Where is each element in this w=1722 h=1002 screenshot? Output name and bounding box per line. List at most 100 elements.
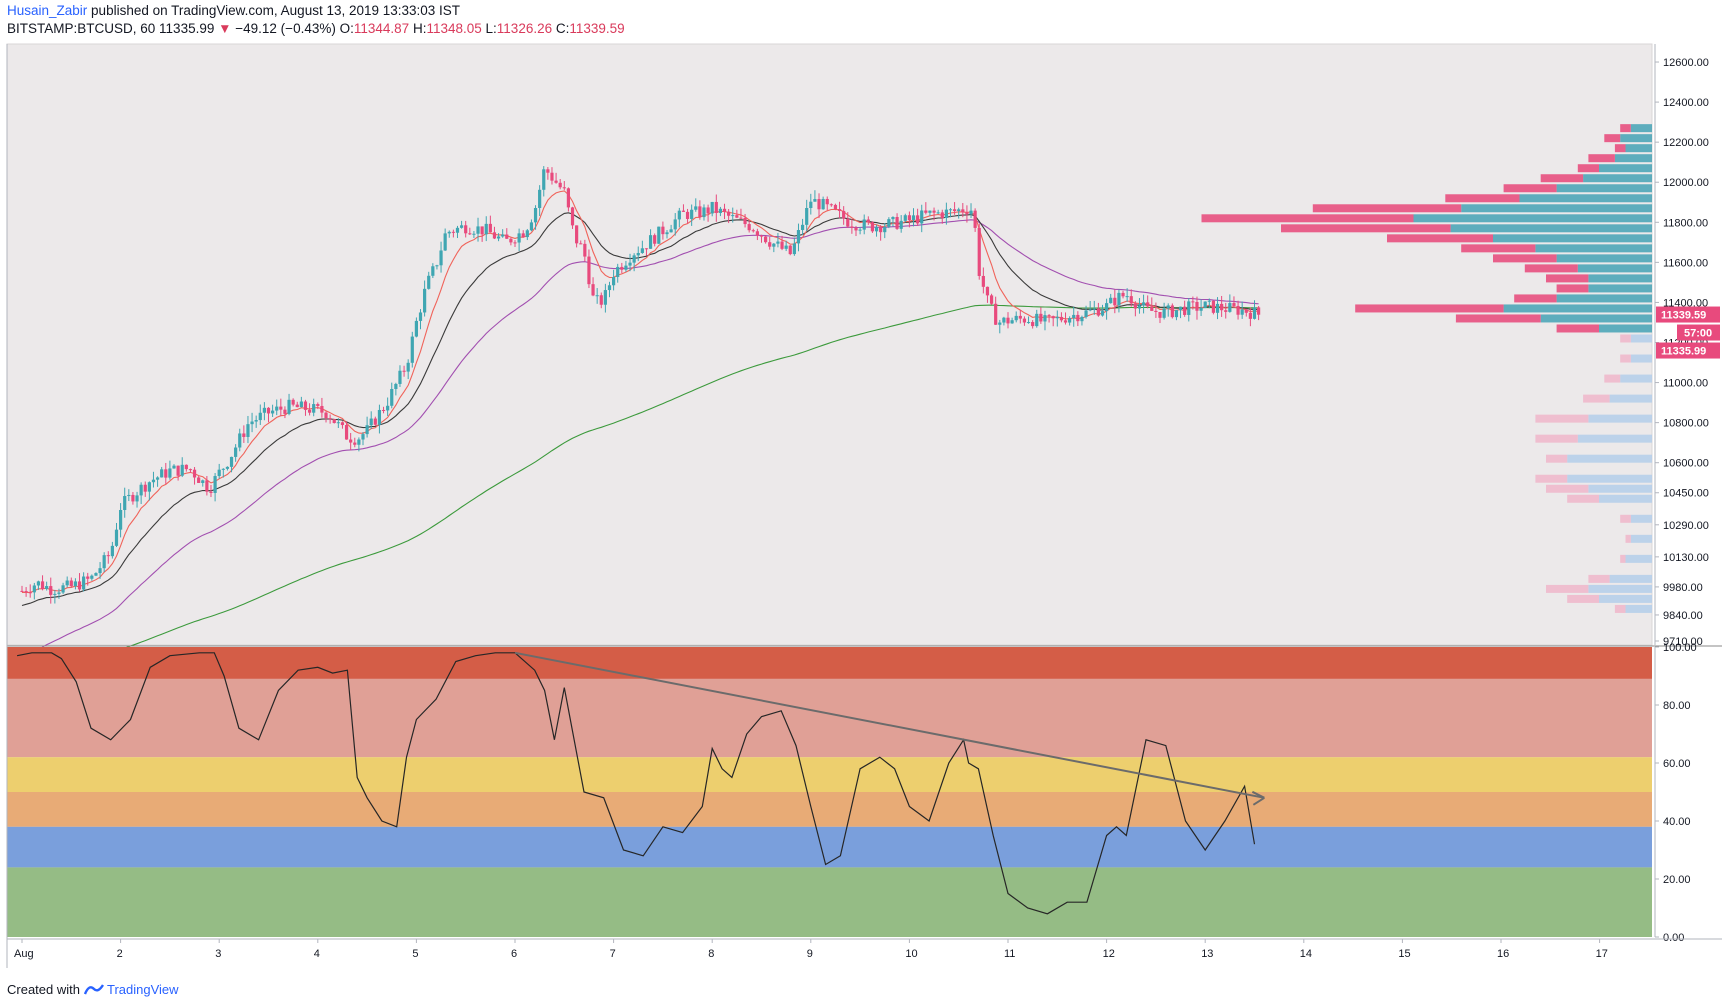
price-candle (61, 582, 65, 595)
symbol-label[interactable]: BITSTAMP:BTCUSD, 60 (7, 21, 156, 36)
price-candle (833, 203, 838, 211)
price-candle (1084, 305, 1088, 319)
countdown-box (1677, 324, 1720, 341)
price-candle (603, 283, 607, 313)
price-candle (221, 468, 225, 478)
price-candle (82, 572, 86, 592)
oscillator-zone (7, 792, 1652, 827)
price-candle (1072, 306, 1076, 327)
price-candle (1006, 312, 1010, 329)
trend-arrow-head-icon (1251, 790, 1265, 806)
price-candle (344, 421, 349, 440)
price-candle (106, 551, 110, 564)
price-candle (86, 572, 90, 586)
price-axis-label: 12600.00 (1663, 57, 1709, 69)
price-candle (727, 209, 731, 224)
open-value: 11344.87 (353, 21, 410, 36)
price-candle (94, 572, 98, 577)
price-candle (102, 552, 106, 573)
price-candle (390, 382, 394, 409)
volume-profile-down-bar (1445, 194, 1520, 203)
author-link[interactable]: Husain_Zabir (7, 3, 88, 18)
price-candle (262, 402, 266, 421)
volume-profile-down-bar (1556, 324, 1599, 333)
price-candle (800, 218, 805, 236)
price-candle (1076, 311, 1080, 327)
price-candle (640, 240, 644, 254)
price-candle (381, 406, 386, 414)
price-candle (1092, 300, 1096, 315)
price-candle (825, 196, 829, 211)
volume-profile-down-bar (1535, 434, 1578, 443)
price-candle (920, 204, 924, 233)
price-candle (1063, 312, 1068, 325)
price-axis-label: 9710.00 (1663, 636, 1703, 648)
volume-profile-down-bar (1493, 254, 1557, 263)
volume-profile-up-bar (1609, 574, 1652, 583)
price-candle (418, 309, 423, 330)
price-candle (998, 319, 1002, 334)
volume-profile-down-bar (1604, 134, 1621, 143)
price-candle (1002, 316, 1006, 326)
price-candle (952, 202, 957, 215)
price-candle (287, 393, 291, 416)
price-candle (805, 199, 809, 232)
price-candle (513, 240, 517, 248)
price-candle (1244, 308, 1248, 317)
price-candle (303, 399, 308, 416)
price-candle (266, 407, 271, 423)
price-axis-label: 11000.00 (1663, 378, 1708, 390)
tradingview-brand-link[interactable]: TradingView (107, 982, 179, 997)
price-candle (147, 481, 151, 501)
volume-profile-down-bar (1556, 284, 1589, 293)
price-candle (1228, 294, 1232, 313)
volume-profile-down-bar (1546, 274, 1589, 283)
price-candle (599, 292, 603, 309)
price-candle (829, 203, 833, 207)
price-candle (648, 229, 653, 249)
price-candle (911, 208, 916, 227)
volume-profile-up-bar (1620, 134, 1652, 143)
price-candle (1133, 301, 1137, 317)
volume-profile-up-bar (1630, 354, 1652, 363)
volume-profile-up-bar (1519, 194, 1652, 203)
volume-profile-down-bar (1620, 354, 1631, 363)
volume-profile-up-bar (1620, 374, 1652, 383)
oscillator-zone (7, 826, 1652, 868)
price-candle (501, 229, 505, 238)
price-candle (780, 235, 784, 251)
price-candle (1010, 317, 1014, 324)
price-candle (36, 580, 41, 590)
volume-profile-down-bar (1620, 334, 1631, 343)
price-candle (279, 398, 283, 417)
price-candle (1043, 310, 1047, 331)
price-candle (870, 221, 875, 233)
volume-profile-down-bar (1567, 494, 1599, 503)
price-candle (225, 466, 230, 471)
time-axis-label: 17 (1596, 948, 1608, 960)
price-candle (755, 228, 759, 241)
chart-canvas[interactable]: 12600.00 12400.00 12200.00 12000.00 11800.00… (0, 0, 1722, 978)
price-candle (184, 464, 188, 472)
price-candle (698, 200, 702, 220)
price-candle (891, 216, 895, 227)
price-candle (447, 230, 451, 238)
volume-profile-up-bar (1625, 144, 1652, 153)
price-candle (587, 249, 591, 289)
volume-profile-down-bar (1201, 214, 1414, 223)
volume-profile-up-bar (1599, 164, 1652, 173)
price-candle (32, 582, 36, 600)
price-candle (65, 576, 69, 588)
price-axis-label: 12400.00 (1663, 97, 1709, 109)
price-candle (1257, 306, 1261, 321)
open-label: O: (339, 21, 354, 36)
price-candle (751, 228, 755, 233)
volume-profile-up-bar (1588, 284, 1652, 293)
price-candle (554, 172, 558, 184)
price-candle (772, 242, 776, 253)
volume-profile-down-bar (1535, 474, 1568, 483)
publish-line: Husain_Zabir published on TradingView.co… (7, 2, 1507, 20)
price-candle (944, 202, 948, 225)
price-candle (702, 204, 706, 221)
price-candle (324, 411, 328, 423)
